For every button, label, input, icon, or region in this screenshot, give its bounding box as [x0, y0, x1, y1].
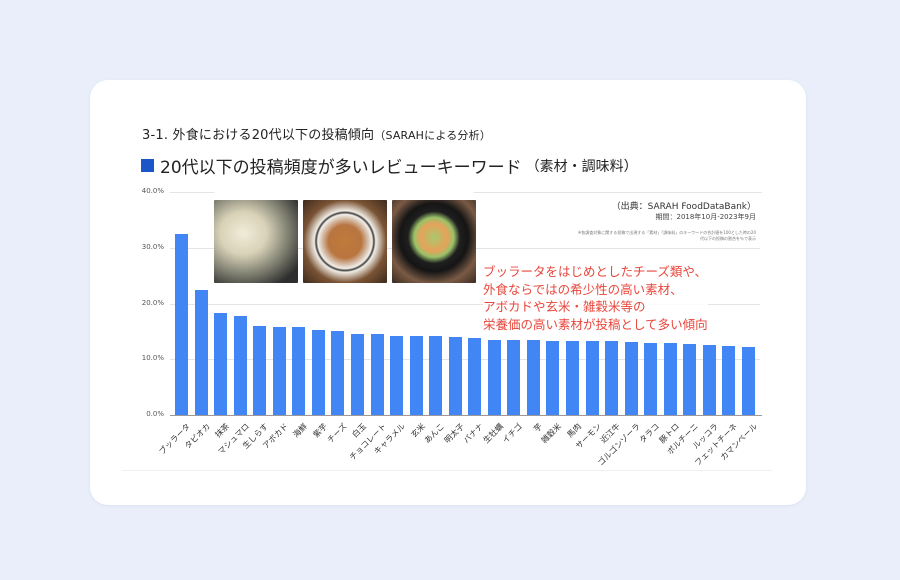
bar [664, 343, 677, 415]
bar [703, 345, 716, 415]
oyster-photo [214, 200, 298, 283]
section-title: 3-1. 外食における20代以下の投稿傾向（SARAHによる分析） [142, 124, 491, 143]
bar [644, 343, 657, 415]
source-text: （出典：SARAH FoodDataBank） [611, 202, 756, 212]
bar [195, 290, 208, 415]
bar [390, 336, 403, 415]
square-bullet-icon [141, 159, 154, 172]
footnote-text: ※各調査対象に関する投稿で出現する「素材」「調味料」のキーワードの合計値を100… [577, 230, 756, 241]
curry-rice-photo [303, 200, 387, 283]
divider [474, 192, 762, 193]
callout-line: 外食ならではの希少性の高い素材、 [483, 281, 683, 297]
bar [351, 334, 364, 415]
x-tick-label: チーズ [325, 421, 349, 445]
x-axis [170, 415, 762, 416]
x-tick-label: 雑穀米 [540, 421, 564, 446]
bar [468, 338, 481, 415]
section-title-text: 3-1. 外食における20代以下の投稿傾向 [142, 128, 375, 143]
gridline [170, 304, 760, 305]
bar [312, 330, 325, 415]
x-tick-label: 明太子 [442, 421, 466, 446]
bar [683, 344, 696, 415]
callout-line: 栄養価の高い素材が投稿として多い傾向 [483, 316, 708, 332]
bar [214, 313, 227, 415]
bar [410, 336, 423, 415]
bar [625, 342, 638, 415]
x-tick-label: イチゴ [501, 421, 525, 446]
y-tick-label: 0.0% [146, 410, 164, 418]
bar [722, 346, 735, 415]
callout-line: ブッラータをはじめとしたチーズ類や、 [483, 264, 708, 279]
bar [546, 341, 559, 415]
callout-text: ブッラータをはじめとしたチーズ類や、 外食ならではの希少性の高い素材、 アボカド… [483, 263, 708, 333]
gridline [170, 192, 214, 193]
x-tick-label: 海鮮 [291, 421, 310, 440]
section-subtitle: （SARAHによる分析） [374, 129, 492, 142]
y-tick-label: 30.0% [141, 243, 164, 251]
bar [742, 347, 755, 415]
bar [292, 327, 305, 415]
bar [175, 234, 188, 415]
bar [429, 336, 442, 415]
slide-title: 20代以下の投稿頻度が多いレビューキーワード （素材・調味料） [141, 153, 638, 178]
bar [605, 341, 618, 415]
period-text: 期間：2018年10月-2023年9月 [655, 213, 756, 221]
bar [527, 340, 540, 415]
x-tick-label: あんこ [422, 421, 447, 446]
bar [331, 331, 344, 415]
slide-title-text: 20代以下の投稿頻度が多いレビューキーワード [160, 158, 522, 178]
bar [488, 340, 501, 415]
bar [566, 341, 579, 415]
x-tick-label: バナナ [461, 421, 486, 446]
bar [253, 326, 266, 415]
y-tick-label: 40.0% [141, 187, 164, 195]
x-tick-label: タラコ [637, 421, 662, 446]
callout-line: アボカドや玄米・雑穀米等の [483, 299, 646, 314]
bar [449, 337, 462, 415]
bar [234, 316, 247, 415]
bar [273, 327, 286, 415]
bar [586, 341, 599, 415]
vegetable-bowl-photo [392, 200, 476, 283]
y-tick-label: 10.0% [141, 354, 164, 362]
x-tick-label: 生牡蠣 [481, 421, 505, 446]
bar [371, 334, 384, 415]
y-tick-label: 20.0% [141, 299, 164, 307]
slide-title-paren: （素材・調味料） [525, 158, 638, 175]
gridline [170, 359, 760, 360]
divider [122, 470, 772, 471]
bar [507, 340, 520, 415]
